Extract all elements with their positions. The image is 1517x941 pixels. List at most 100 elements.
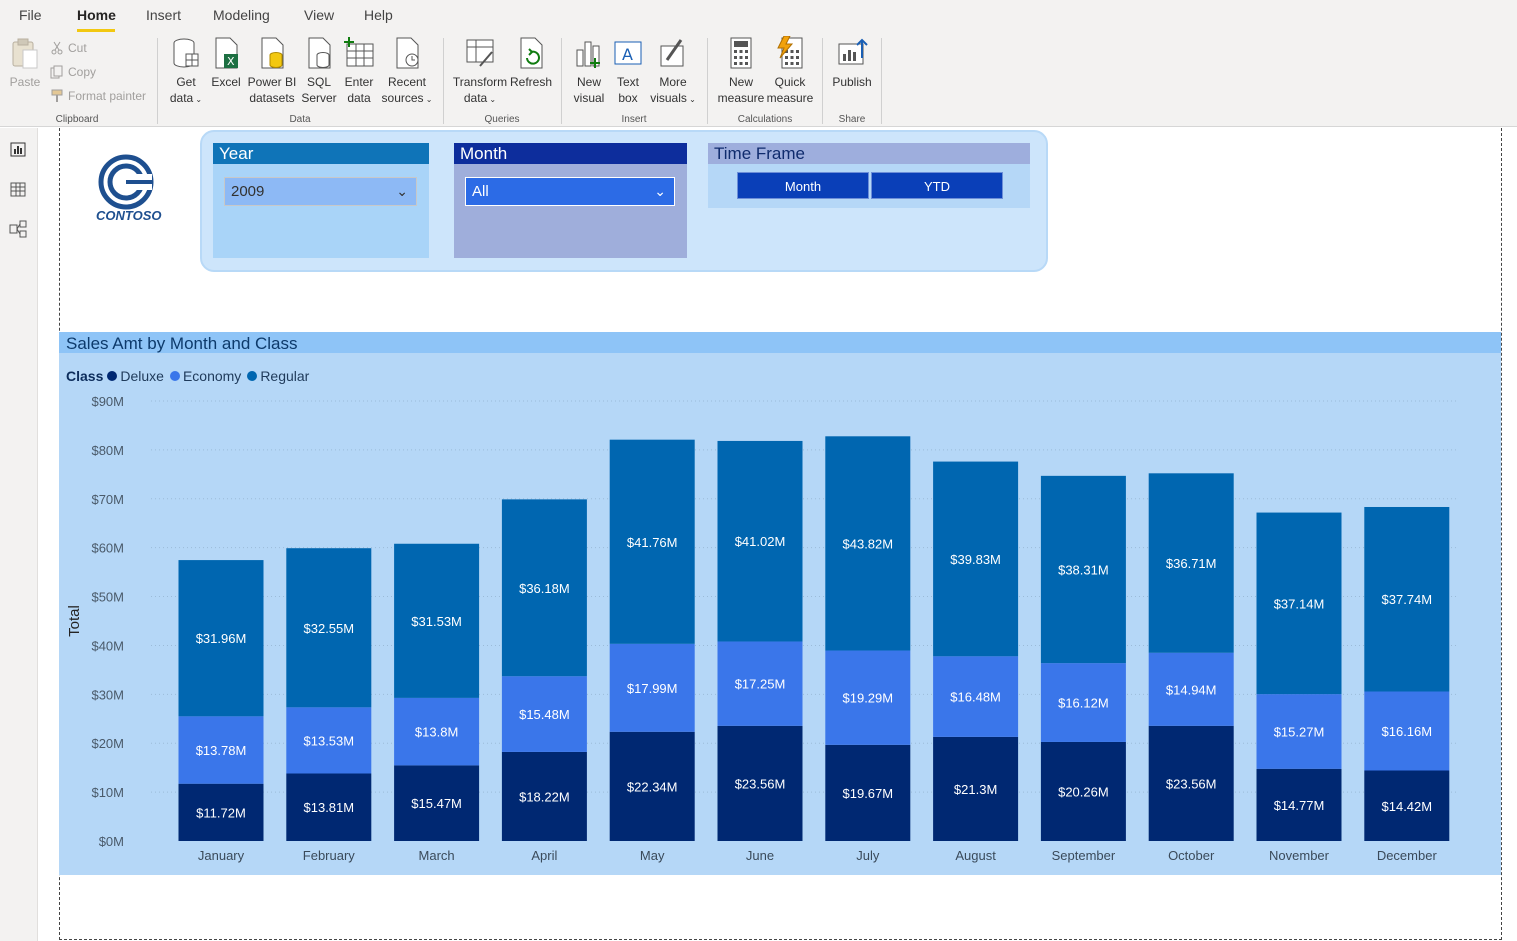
format-painter-button[interactable]: Format painter (50, 89, 146, 103)
time-frame-slicer-title: Time Frame (708, 143, 1030, 164)
data-label: $23.56M (735, 776, 786, 791)
new-visual-button[interactable]: New visual (572, 36, 606, 106)
bar-segment-economy (286, 707, 372, 774)
refresh-button[interactable]: Refresh (510, 36, 552, 90)
data-label: $19.29M (843, 691, 894, 706)
copy-button[interactable]: Copy (50, 65, 96, 79)
refresh-label: Refresh (509, 75, 553, 89)
publish-button[interactable]: Publish (830, 36, 874, 90)
y-tick-label: $0M (99, 834, 124, 849)
active-tab-indicator (77, 29, 115, 32)
data-label: $15.47M (411, 796, 462, 811)
chevron-down-icon: ⌄ (686, 95, 696, 104)
recent-label-2: sources (381, 91, 424, 105)
data-label: $43.82M (843, 536, 894, 551)
calculator-icon (730, 37, 752, 69)
sql-server-icon (308, 37, 331, 69)
powerbi-label-1: Power BI (247, 75, 297, 89)
svg-text:A: A (622, 45, 633, 64)
get-data-label-2: data (169, 91, 194, 105)
bar-segment-regular (178, 560, 264, 717)
ribbon: Paste Cut Copy Format painter Clipboard … (0, 32, 1517, 127)
data-view-icon[interactable] (9, 180, 27, 198)
quick-measure-icon (777, 36, 803, 69)
bar-segment-deluxe (394, 765, 480, 841)
database-icon (173, 38, 199, 68)
report-view-icon[interactable] (9, 140, 27, 158)
bar-segment-economy (933, 656, 1019, 737)
transform-label-1: Transform (452, 75, 508, 89)
ribbon-separator (561, 38, 562, 124)
menu-tab-home[interactable]: Home (77, 7, 116, 23)
bar-segment-regular (717, 440, 803, 642)
powerbi-datasets-button[interactable]: Power BI datasets (246, 36, 298, 106)
bar-segment-economy (717, 641, 803, 726)
data-label: $16.16M (1382, 724, 1433, 739)
legend-label-regular: Regular (260, 368, 310, 384)
quick-measure-button[interactable]: Quick measure (766, 36, 814, 106)
x-tick-label: June (746, 848, 774, 863)
data-label: $18.22M (519, 789, 570, 804)
legend-item-economy[interactable]: Economy (169, 368, 241, 384)
y-tick-label: $80M (91, 443, 124, 458)
model-view-icon[interactable] (9, 220, 27, 238)
legend-item-deluxe[interactable]: Deluxe (107, 368, 164, 384)
data-label: $13.81M (304, 800, 355, 815)
bar-segment-deluxe (1256, 768, 1342, 841)
chart-title-bar: Sales Amt by Month and Class (59, 332, 1501, 353)
menu-tab-modeling[interactable]: Modeling (213, 7, 270, 23)
x-tick-label: May (640, 848, 665, 863)
menu-tab-insert[interactable]: Insert (146, 7, 182, 23)
bar-segment-economy (1364, 691, 1450, 771)
menu-tab-file[interactable]: File (19, 7, 42, 23)
cut-button[interactable]: Cut (50, 41, 87, 55)
excel-label: Excel (211, 75, 241, 89)
group-label-data: Data (289, 114, 311, 125)
group-label-calculations: Calculations (737, 114, 793, 125)
bar-segment-regular (1364, 506, 1450, 692)
sql-server-button[interactable]: SQL Server (300, 36, 338, 106)
more-visuals-label-1: More (659, 75, 687, 89)
paste-button[interactable]: Paste (8, 36, 42, 90)
get-data-button[interactable]: Get data ⌄ (166, 36, 206, 108)
recent-sources-button[interactable]: Recent sources ⌄ (380, 36, 434, 108)
excel-button[interactable]: X Excel (210, 36, 242, 90)
bar-segment-deluxe (1040, 741, 1126, 841)
text-box-button[interactable]: A Text box (612, 36, 644, 106)
menu-tab-help[interactable]: Help (364, 7, 393, 23)
x-tick-label: October (1168, 848, 1215, 863)
group-label-queries: Queries (484, 114, 520, 125)
legend-item-regular[interactable]: Regular (247, 368, 309, 384)
enter-data-button[interactable]: Enter data (340, 36, 378, 106)
data-label: $22.34M (627, 779, 678, 794)
recent-sources-icon (396, 37, 419, 69)
data-label: $36.18M (519, 581, 570, 596)
data-label: $14.42M (1382, 799, 1433, 814)
time-frame-ytd-button[interactable]: YTD (871, 172, 1003, 199)
group-label-clipboard: Clipboard (55, 114, 99, 125)
more-visuals-label-2: visuals (650, 91, 687, 105)
x-tick-label: February (303, 848, 356, 863)
data-label: $41.76M (627, 535, 678, 550)
x-tick-label: March (419, 848, 455, 863)
ribbon-separator (157, 38, 158, 124)
bar-segment-regular (825, 436, 911, 651)
more-visuals-button[interactable]: More visuals ⌄ (648, 36, 698, 108)
menu-tab-view[interactable]: View (304, 7, 335, 23)
data-label: $13.53M (304, 733, 355, 748)
bar-segment-deluxe (609, 731, 695, 841)
new-measure-button[interactable]: New measure (716, 36, 766, 106)
paste-icon (12, 38, 38, 69)
year-dropdown[interactable]: 2009 ⌄ (224, 177, 417, 206)
paintbrush-icon (51, 89, 63, 102)
chevron-down-icon: ⌄ (487, 95, 497, 104)
time-frame-month-button[interactable]: Month (737, 172, 869, 199)
contoso-logo (98, 154, 154, 210)
chevron-down-icon: ⌄ (396, 183, 408, 199)
transform-data-button[interactable]: Transform data ⌄ (452, 36, 508, 108)
sales-chart: Sales Amt by Month and Class Class Delux… (59, 332, 1501, 875)
chart-title: Sales Amt by Month and Class (66, 334, 298, 353)
copy-icon (50, 65, 63, 79)
data-label: $38.31M (1058, 562, 1109, 577)
month-dropdown[interactable]: All ⌄ (465, 177, 675, 206)
